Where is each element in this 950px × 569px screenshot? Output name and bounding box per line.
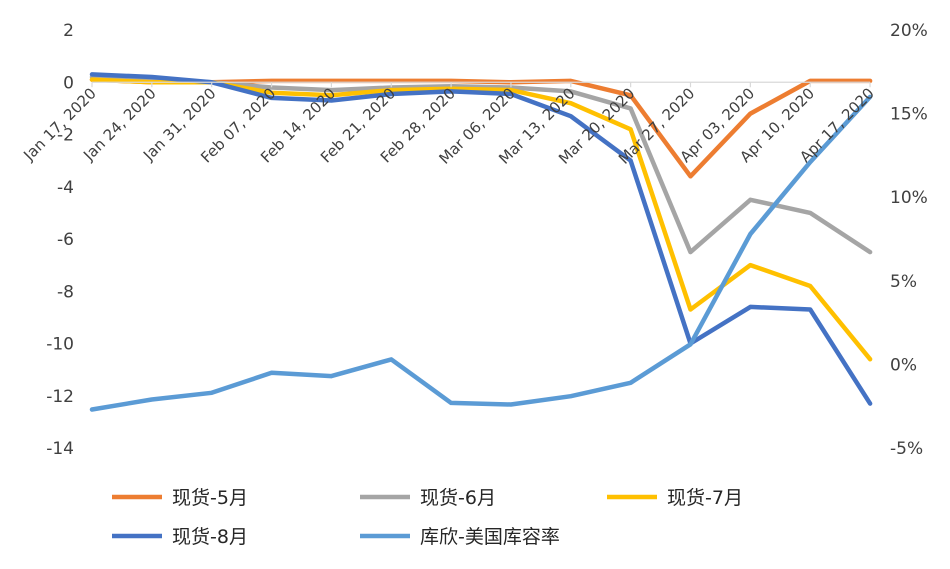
legend-label: 现货-8月 — [172, 526, 248, 548]
legend-label: 现货-5月 — [172, 487, 248, 509]
series-line — [89, 94, 873, 412]
right-axis-tick-label: -5% — [890, 439, 923, 459]
left-axis-tick-label: -6 — [57, 230, 74, 250]
right-axis: 20% 15% 10% 5% 0% -5% — [890, 21, 928, 459]
right-axis-tick-label: 0% — [890, 355, 917, 375]
left-axis-tick-label: 0 — [63, 73, 74, 93]
left-axis-tick-label: -4 — [57, 178, 74, 198]
series-layer — [89, 72, 873, 412]
series-line — [89, 72, 873, 406]
left-axis-tick-label: -14 — [46, 439, 74, 459]
left-axis-tick-label: 2 — [63, 21, 74, 41]
left-axis-tick-label: -12 — [46, 387, 74, 407]
left-axis-tick-label: -10 — [46, 335, 74, 355]
legend-label: 现货-7月 — [667, 487, 743, 509]
right-axis-tick-label: 5% — [890, 272, 917, 292]
right-axis-tick-label: 15% — [890, 105, 928, 125]
left-axis: 2 0 -2 -4 -6 -8 -10 -12 -14 — [46, 21, 74, 459]
right-axis-tick-label: 10% — [890, 188, 928, 208]
left-axis-tick-label: -8 — [57, 282, 74, 302]
right-axis-tick-label: 20% — [890, 21, 928, 41]
legend-label: 库欣-美国库容率 — [420, 526, 560, 548]
left-axis-tick-label: -2 — [57, 126, 74, 146]
legend-label: 现货-6月 — [420, 487, 496, 509]
